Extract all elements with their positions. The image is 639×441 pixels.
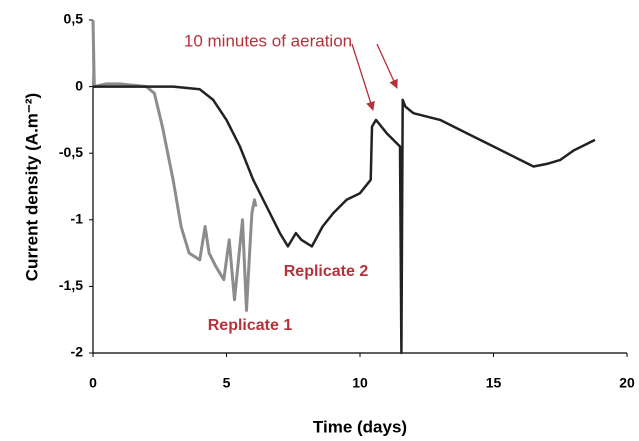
x-tick-label: 10 [352, 375, 368, 391]
annotation: 10 minutes of aeration [184, 31, 352, 50]
y-tick-label: -0,5 [59, 144, 83, 160]
y-tick-label: 0,5 [64, 11, 84, 27]
y-tick-label: 0 [75, 77, 83, 93]
arrow [351, 43, 375, 111]
x-tick-label: 20 [619, 375, 635, 391]
arrow [376, 43, 398, 89]
x-axis-label: Time (days) [313, 417, 407, 436]
annotation: Replicate 2 [284, 263, 369, 280]
x-tick-label: 0 [89, 375, 97, 391]
y-axis-label: Current density (A.m⁻²) [22, 93, 41, 281]
y-tick-label: -1,5 [59, 277, 83, 293]
y-tick-label: -2 [71, 344, 84, 360]
y-tick-label: -1 [71, 211, 84, 227]
data-line [93, 85, 596, 355]
x-tick-label: 5 [223, 375, 231, 391]
data-line [91, 19, 258, 312]
x-tick-label: 15 [486, 375, 502, 391]
annotation: Replicate 1 [208, 317, 293, 334]
